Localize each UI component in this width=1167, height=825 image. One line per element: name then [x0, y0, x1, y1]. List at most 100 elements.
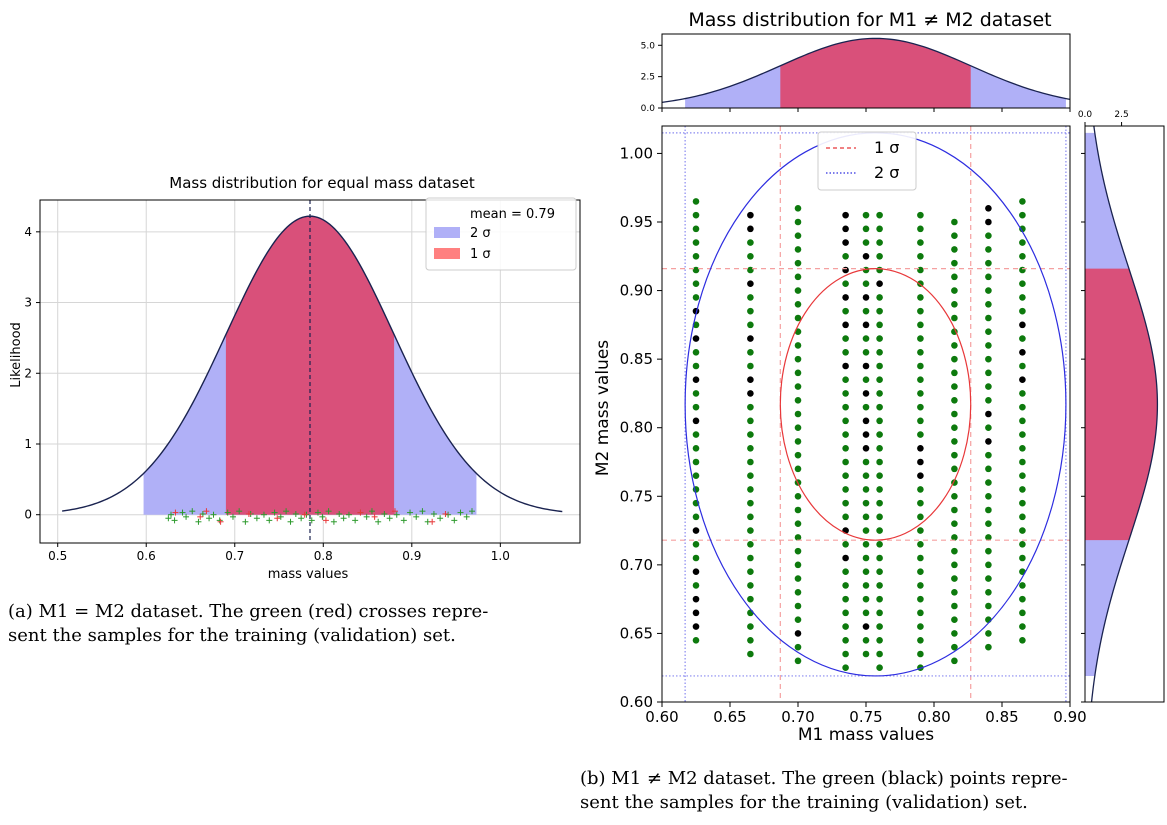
- train-point: [242, 518, 249, 525]
- train-point: [1019, 239, 1026, 246]
- chart-b-top-marginal: 0.0 2.5 5.0: [641, 33, 1071, 114]
- train-point: [266, 517, 273, 524]
- train-point: [917, 390, 924, 397]
- val-point: [692, 568, 700, 576]
- train-point: [985, 396, 992, 404]
- train-point: [951, 246, 958, 253]
- train-point: [692, 239, 700, 246]
- train-point: [692, 431, 700, 438]
- val-point: [917, 444, 924, 452]
- train-point: [917, 362, 924, 370]
- y-tick-label: 3: [24, 296, 32, 310]
- train-point: [917, 403, 924, 411]
- train-point: [951, 451, 958, 459]
- train-point: [917, 376, 924, 384]
- train-point: [692, 294, 700, 301]
- train-point: [271, 509, 278, 516]
- chart-b-right-marginal: 0.0 2.5: [1078, 110, 1165, 703]
- train-point: [330, 518, 337, 525]
- train-point: [1019, 513, 1026, 521]
- val-point: [1019, 348, 1026, 356]
- val-point: [747, 335, 754, 342]
- train-point: [951, 383, 958, 390]
- train-point: [951, 561, 958, 569]
- train-point: [951, 396, 958, 404]
- train-point: [308, 517, 315, 524]
- train-point: [747, 458, 754, 466]
- chart-a-xlabel: mass values: [268, 567, 349, 582]
- val-point: [842, 294, 849, 301]
- train-point: [876, 252, 883, 260]
- train-point: [985, 534, 992, 541]
- train-point: [862, 513, 870, 521]
- train-point: [862, 540, 870, 548]
- train-point: [951, 438, 958, 445]
- y-tick-label: 0.85: [620, 350, 653, 368]
- legend-entry-b-2sigma: 2 σ: [874, 163, 899, 182]
- train-point: [862, 636, 870, 644]
- train-point: [951, 287, 958, 294]
- val-point: [862, 623, 870, 630]
- train-point: [917, 239, 924, 246]
- val-point: [862, 252, 870, 260]
- train-point: [794, 588, 802, 596]
- train-point: [794, 383, 802, 390]
- train-point: [876, 225, 883, 233]
- train-point: [917, 499, 924, 507]
- train-point: [692, 211, 700, 219]
- train-point: [393, 511, 400, 518]
- train-point: [842, 609, 849, 617]
- train-point: [189, 508, 196, 515]
- chart-equal-mass: Mass distribution for equal mass dataset…: [9, 174, 581, 582]
- train-point: [876, 554, 883, 562]
- chart-b-legend: 1 σ 2 σ: [817, 131, 917, 191]
- train-point: [985, 547, 992, 555]
- train-point: [794, 424, 802, 432]
- right-sigma1-area: [1085, 268, 1158, 541]
- train-point: [985, 424, 992, 432]
- train-point: [985, 287, 992, 294]
- train-point: [917, 650, 924, 658]
- y-tick-label: 2: [24, 366, 32, 380]
- val-point: [172, 509, 179, 516]
- train-point: [917, 486, 924, 493]
- train-point: [917, 636, 924, 644]
- train-point: [171, 517, 178, 524]
- chart-b-ylabel: M2 mass values: [593, 340, 613, 476]
- val-point: [357, 509, 364, 516]
- train-point: [917, 540, 924, 548]
- train-point: [183, 513, 190, 520]
- val-point: [985, 410, 992, 418]
- legend-entry-b-1sigma: 1 σ: [874, 138, 899, 157]
- train-point: [842, 390, 849, 397]
- val-point: [692, 335, 700, 342]
- train-point: [794, 602, 802, 610]
- train-point: [277, 513, 284, 520]
- train-point: [985, 561, 992, 569]
- train-point: [876, 636, 883, 644]
- train-point: [747, 636, 754, 644]
- x-tick-label: 0.8: [314, 549, 333, 563]
- train-point: [1019, 444, 1026, 452]
- train-point: [747, 239, 754, 246]
- train-point: [917, 623, 924, 630]
- train-point: [985, 342, 992, 349]
- train-point: [692, 266, 700, 274]
- train-point: [1019, 417, 1026, 425]
- train-point: [794, 657, 802, 665]
- train-point: [876, 623, 883, 630]
- train-point: [862, 211, 870, 219]
- val-point: [371, 513, 378, 520]
- train-point: [842, 472, 849, 480]
- train-point: [985, 300, 992, 308]
- train-point: [692, 403, 700, 411]
- y-tick-label: 0: [24, 508, 32, 522]
- train-point: [1019, 540, 1026, 548]
- val-point: [985, 218, 992, 226]
- x-tick-label: 0.75: [849, 708, 882, 726]
- val-point: [862, 390, 870, 397]
- train-point: [917, 252, 924, 260]
- train-point: [692, 252, 700, 260]
- val-point: [203, 508, 210, 515]
- train-point: [336, 511, 343, 518]
